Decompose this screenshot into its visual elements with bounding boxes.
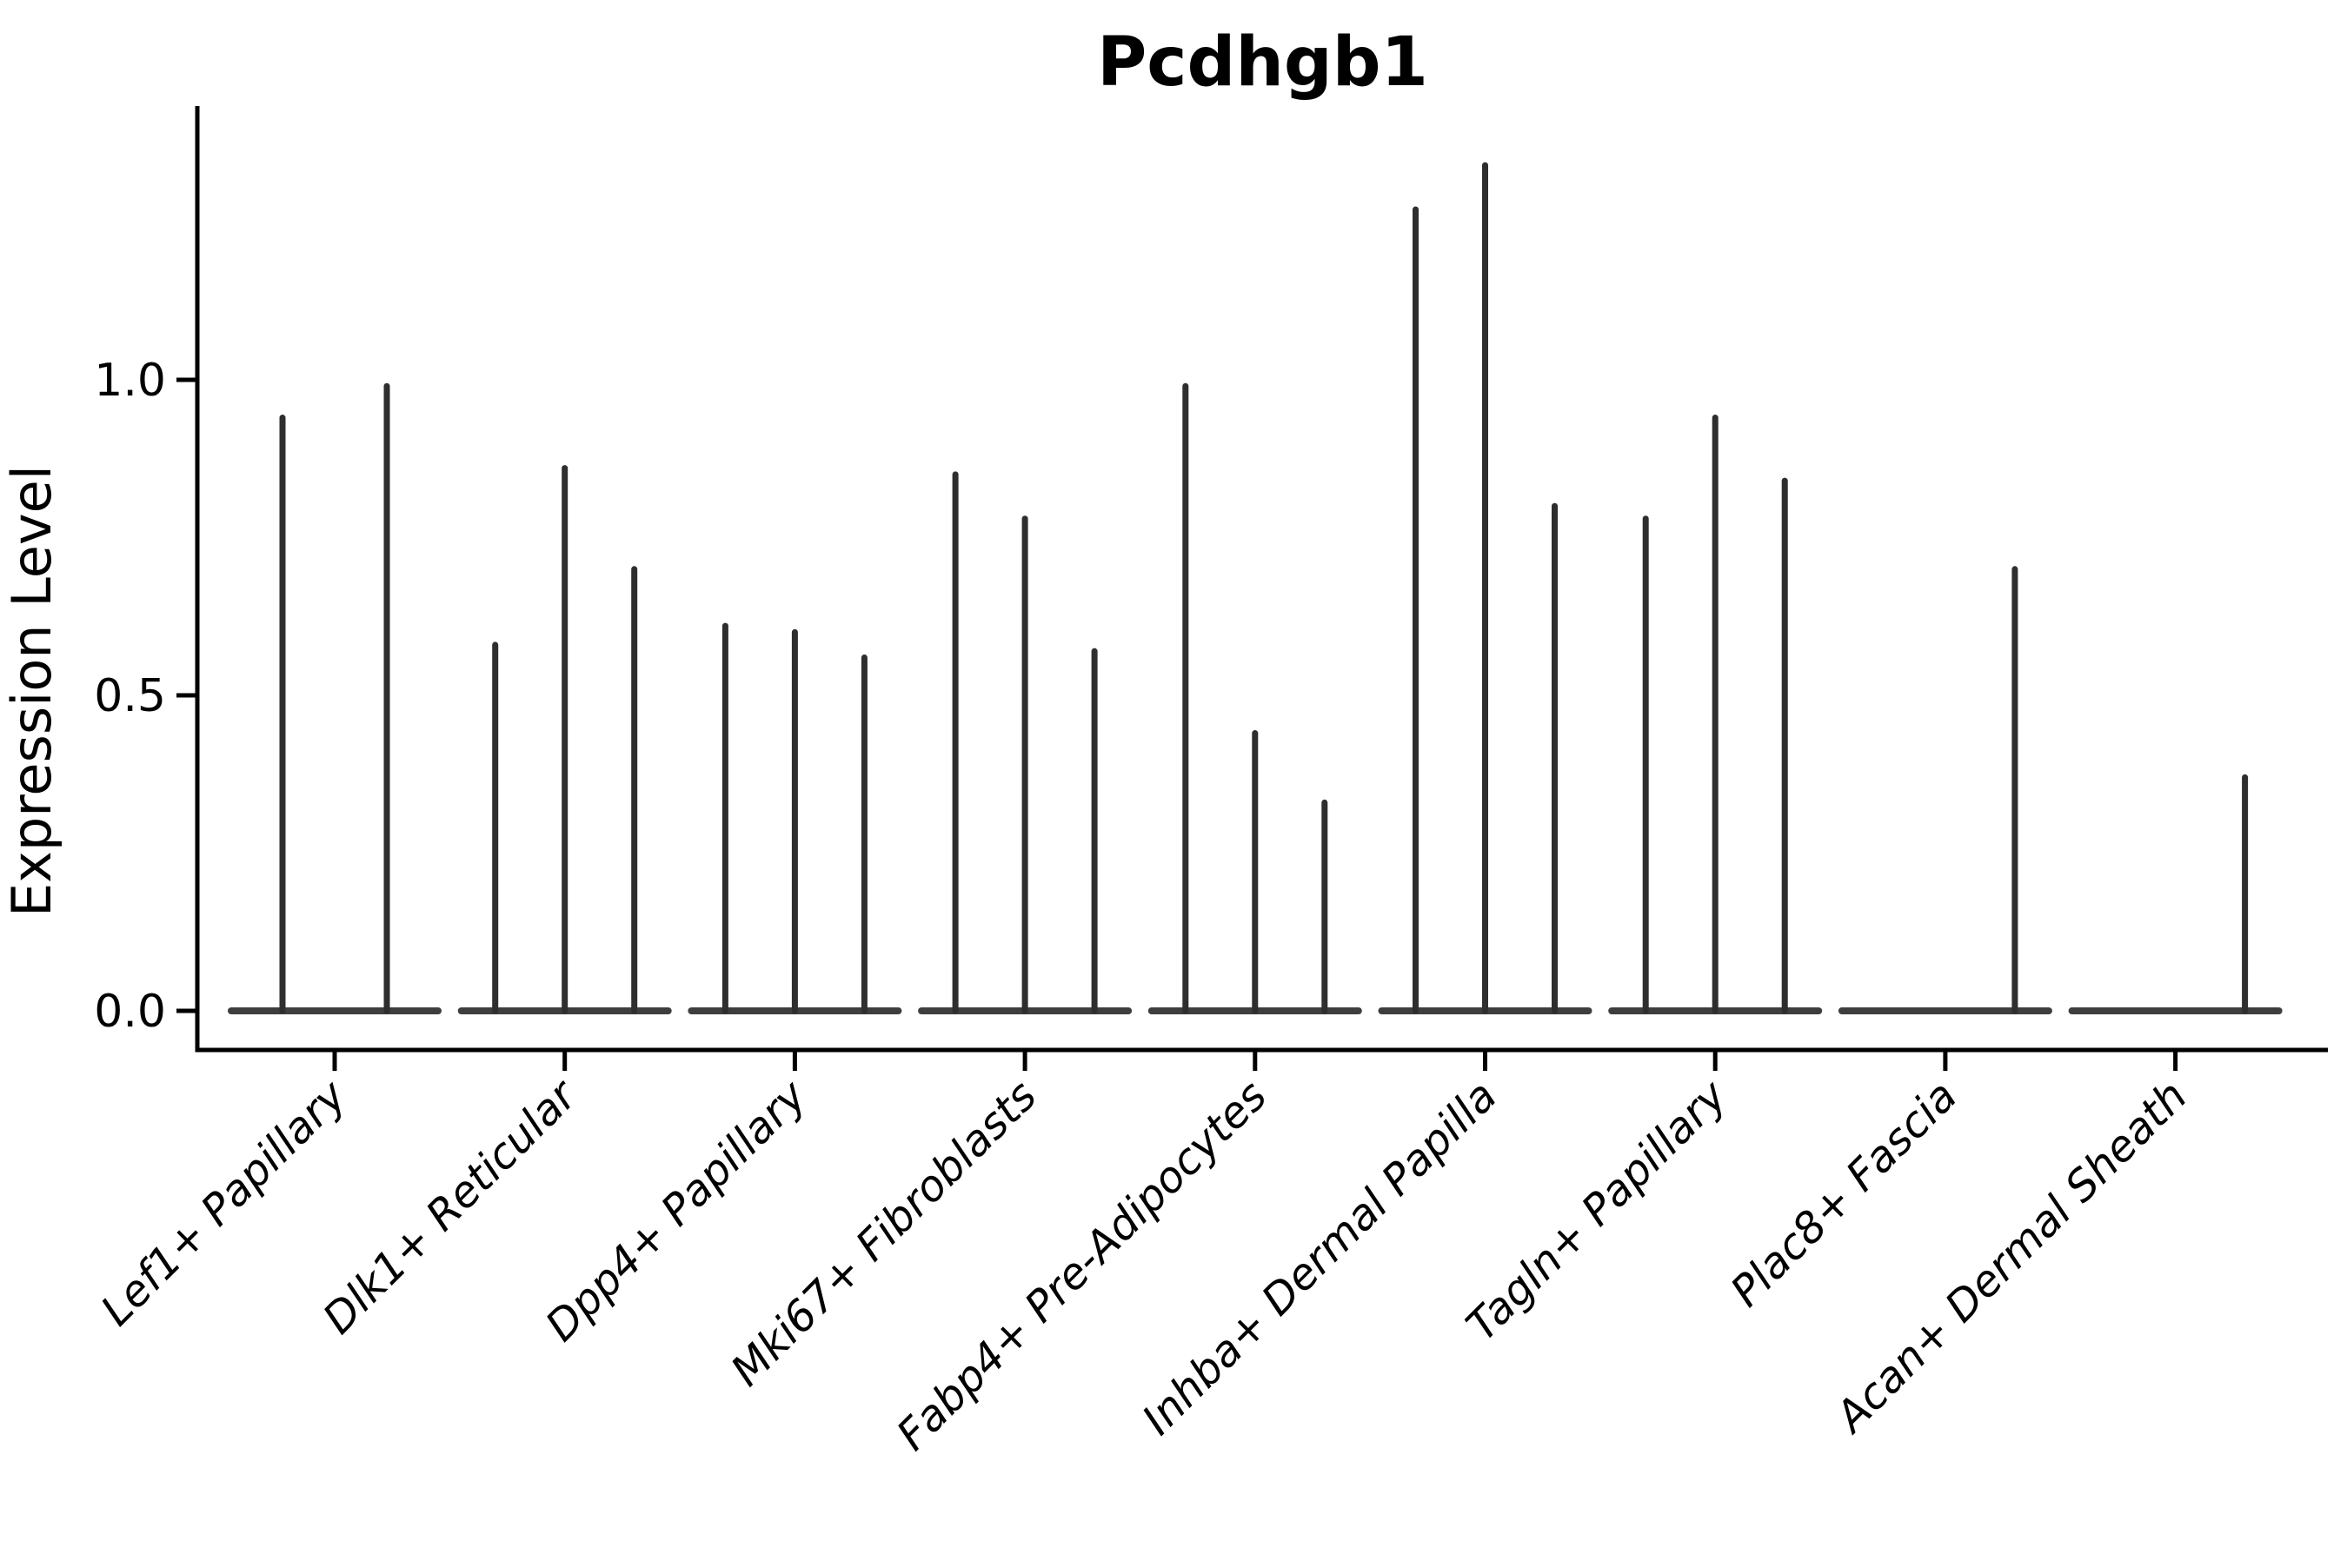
y-tick-label: 1.0 bbox=[94, 355, 166, 407]
y-axis-label: Expression Level bbox=[0, 465, 63, 917]
plot-title: Pcdhgb1 bbox=[1097, 23, 1428, 102]
x-tick-label: Dlk1+ Reticular bbox=[314, 1069, 588, 1343]
x-tick-label: Plac8+ Fascia bbox=[1721, 1071, 1966, 1316]
x-tick-label: Lef1+ Papillary bbox=[91, 1070, 356, 1335]
x-tick-label: Fabp4+ Pre-Adipocytes bbox=[888, 1071, 1277, 1460]
y-tick-label: 0.5 bbox=[94, 670, 166, 722]
y-tick-label: 0.0 bbox=[94, 986, 166, 1038]
